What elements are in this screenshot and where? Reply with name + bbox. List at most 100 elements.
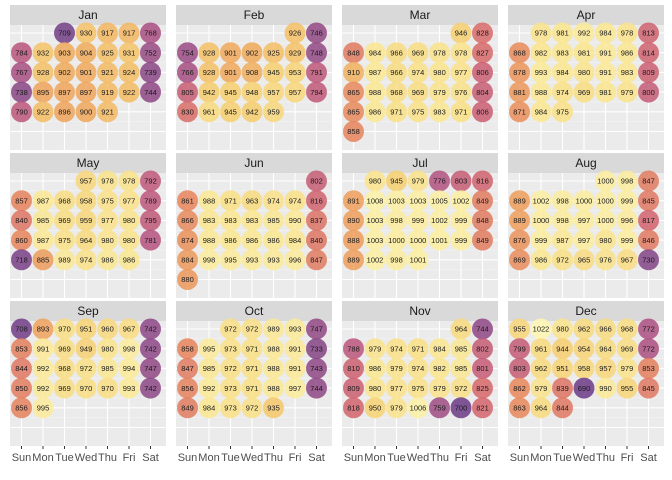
day-value-label: 995 [37,404,50,413]
day-value-label: 988 [267,344,280,353]
day-value-label: 987 [556,236,569,245]
day-value-label: 979 [390,364,403,373]
day-value-label: 802 [310,177,323,186]
day-value-label: 988 [267,364,280,373]
day-value-label: 999 [535,236,548,245]
day-value-label: 978 [433,48,446,57]
day-value-label: 891 [347,196,360,205]
day-marker [177,249,198,271]
day-value-label: 754 [181,48,194,57]
day-value-label: 949 [80,344,93,353]
day-marker [306,229,327,251]
day-value-label: 979 [535,384,548,393]
day-marker [407,397,429,419]
strip-dec [508,301,664,321]
day-marker [32,377,54,399]
day-value-label: 999 [621,236,634,245]
day-value-label: 902 [246,48,259,57]
day-marker [472,229,493,251]
day-marker [472,170,493,192]
day-marker [241,81,263,103]
day-marker [263,249,284,271]
day-value-label: 1008 [367,196,384,205]
day-value-label: 805 [181,88,194,97]
day-marker [552,357,573,379]
day-marker [306,338,327,360]
day-marker [118,249,140,271]
day-marker [11,377,32,399]
day-marker [75,338,97,360]
day-marker [472,42,493,64]
day-value-label: 818 [347,404,360,413]
day-marker [364,42,386,64]
day-marker [11,397,32,419]
day-value-label: 981 [599,88,612,97]
day-marker [177,377,198,399]
day-marker [241,61,263,83]
x-tick-label-sun: Sun [344,452,364,464]
day-value-label: 953 [289,68,302,77]
day-marker [573,81,595,103]
day-marker [263,209,284,231]
day-value-label: 744 [310,384,323,393]
x-tick-label-sun: Sun [510,452,530,464]
day-marker [177,81,198,103]
day-marker [306,209,327,231]
day-value-label: 980 [123,216,136,225]
day-value-label: 890 [347,216,360,225]
day-marker [509,249,530,271]
day-marker [263,101,284,123]
day-marker [616,190,638,212]
strip-jun [176,153,332,173]
day-value-label: 816 [476,177,489,186]
day-marker [97,42,118,64]
day-marker [11,357,32,379]
day-marker [407,357,429,379]
day-marker [386,357,407,379]
day-value-label: 946 [455,29,468,38]
day-marker [11,209,32,231]
day-marker [220,101,241,123]
day-marker [140,22,161,44]
day-value-label: 983 [224,216,237,225]
day-value-label: 966 [390,48,403,57]
day-marker [54,229,75,251]
day-value-label: 718 [15,256,28,265]
day-marker [573,61,595,83]
day-value-label: 983 [203,216,216,225]
day-marker [75,101,97,123]
day-value-label: 1000 [576,196,593,205]
day-marker [177,338,198,360]
day-value-label: 984 [433,344,446,353]
day-value-label: 794 [310,88,323,97]
day-value-label: 974 [267,196,280,205]
day-value-label: 742 [144,384,157,393]
day-value-label: 924 [123,68,136,77]
day-marker [75,357,97,379]
day-value-label: 921 [101,68,114,77]
day-value-label: 979 [433,384,446,393]
day-value-label: 1001 [431,236,448,245]
day-marker [118,170,140,192]
day-marker [573,22,595,44]
day-marker [284,377,306,399]
day-marker [530,377,552,399]
day-value-label: 922 [123,88,136,97]
day-value-label: 968 [621,325,634,334]
day-value-label: 964 [455,325,468,334]
day-marker [75,249,97,271]
day-marker [140,338,161,360]
day-value-label: 928 [37,68,50,77]
x-tick-label-fri: Fri [455,452,468,464]
day-value-label: 980 [599,236,612,245]
day-value-label: 861 [181,196,194,205]
day-value-label: 972 [246,325,259,334]
day-value-label: 972 [556,256,569,265]
day-marker [450,357,472,379]
day-value-label: 989 [58,256,71,265]
day-marker [616,42,638,64]
day-marker [241,229,263,251]
day-marker [364,81,386,103]
day-value-label: 998 [556,196,569,205]
day-marker [220,357,241,379]
